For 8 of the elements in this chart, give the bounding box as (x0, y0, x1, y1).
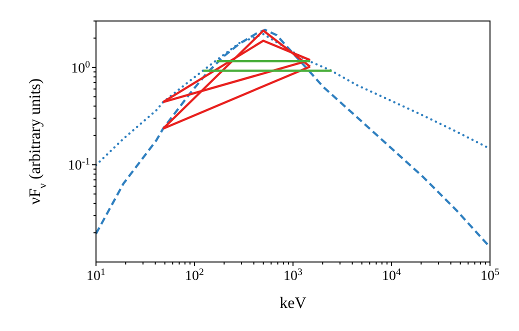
x-axis-title: keV (280, 295, 307, 312)
x-tick-label: 10$^{2}$ (185, 266, 204, 284)
x-tick-label: 10$^{3}$ (284, 266, 303, 284)
x-tick-label: 10$^{4}$ (382, 266, 402, 284)
x-tick-label: 10$^{5}$ (480, 266, 500, 284)
y-tick-label: 10$^{0}$ (71, 58, 90, 76)
y-tick-label: 10$^{-1}$ (68, 156, 90, 174)
x-tick-label: 10$^{1}$ (86, 266, 106, 284)
